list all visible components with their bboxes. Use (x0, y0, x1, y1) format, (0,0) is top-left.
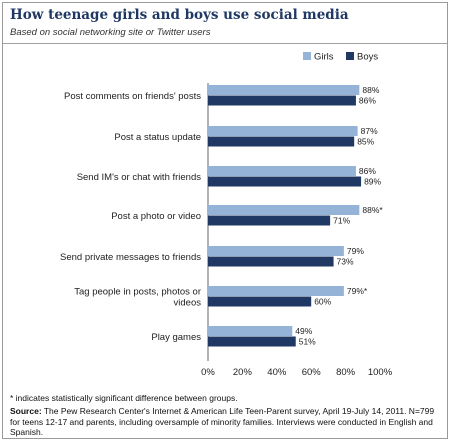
bar-boys (208, 215, 331, 226)
category-label: Send IM's or chat with friends (77, 172, 202, 183)
bar-girls (208, 326, 293, 336)
bar-boys (208, 176, 362, 187)
bar-boys (208, 256, 334, 267)
data-label-girls: 49% (295, 326, 312, 336)
bar-girls (208, 246, 344, 256)
data-label-boys: 51% (299, 337, 316, 347)
data-label-girls: 87% (361, 126, 378, 136)
x-tick-label: 40% (267, 367, 287, 378)
bar-boys (208, 336, 296, 347)
category-label: Send private messages to friends (60, 252, 201, 263)
bar-girls (208, 85, 360, 95)
title-divider (3, 43, 447, 44)
x-tick-label: 80% (336, 367, 356, 378)
data-label-girls: 86% (359, 166, 376, 176)
source-note: Source: The Pew Research Center's Intern… (10, 406, 442, 438)
data-label-girls: 88%* (362, 205, 383, 215)
legend-label-girls: Girls (314, 52, 334, 63)
bar-girls (208, 286, 344, 296)
data-label-girls: 79% (347, 246, 364, 256)
data-label-boys: 60% (314, 297, 331, 307)
legend-label-boys: Boys (357, 52, 378, 63)
source-text: The Pew Research Center's Internet & Ame… (10, 406, 435, 437)
data-label-girls: 79%* (347, 286, 368, 296)
legend-swatch-girls (303, 52, 311, 60)
bar-boys (208, 95, 356, 106)
category-label: Post a photo or video (111, 211, 201, 222)
x-tick-label: 0% (201, 367, 215, 378)
bar-chart: Girls Boys Post comments on friends' posts… (60, 52, 393, 379)
category-label: Post a status update (114, 132, 201, 143)
category-label: Tag people in posts, photos or videos (74, 287, 201, 309)
data-label-boys: 89% (364, 177, 381, 187)
chart-title: How teenage girls and boys use social me… (10, 7, 349, 23)
x-tick-label: 60% (302, 367, 322, 378)
bar-boys (208, 296, 312, 307)
data-label-girls: 88% (362, 85, 379, 95)
legend-swatch-boys (346, 52, 354, 60)
bar-boys (208, 136, 355, 147)
x-tick-label: 100% (368, 367, 393, 378)
data-label-boys: 73% (337, 257, 354, 267)
footnote: * indicates statistically significant di… (10, 393, 238, 403)
category-label: Play games (151, 332, 201, 343)
bar-girls (208, 126, 358, 136)
chart-subtitle: Based on social networking site or Twitt… (10, 27, 211, 38)
data-label-boys: 85% (357, 137, 374, 147)
bar-girls (208, 205, 360, 215)
source-label: Source: (10, 406, 42, 416)
data-label-boys: 86% (359, 96, 376, 106)
bar-girls (208, 166, 356, 176)
x-tick-label: 20% (233, 367, 253, 378)
category-label: Post comments on friends' posts (64, 91, 201, 102)
data-label-boys: 71% (333, 216, 350, 226)
